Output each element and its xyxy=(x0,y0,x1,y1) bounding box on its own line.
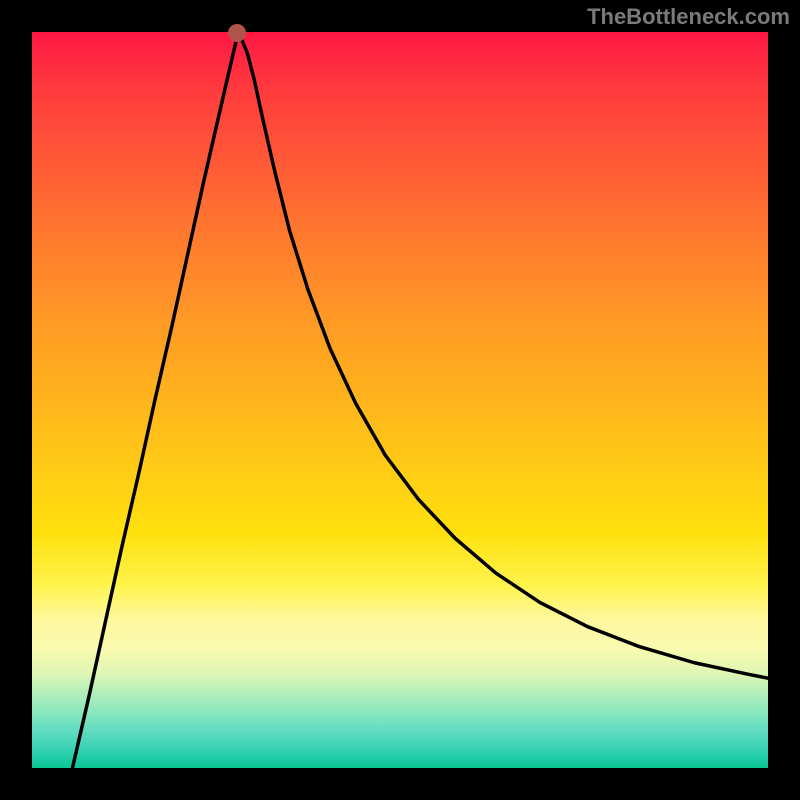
plot-area xyxy=(32,32,768,768)
optimal-point-marker xyxy=(228,24,246,42)
watermark-text: TheBottleneck.com xyxy=(587,4,790,30)
bottleneck-curve xyxy=(32,32,768,768)
